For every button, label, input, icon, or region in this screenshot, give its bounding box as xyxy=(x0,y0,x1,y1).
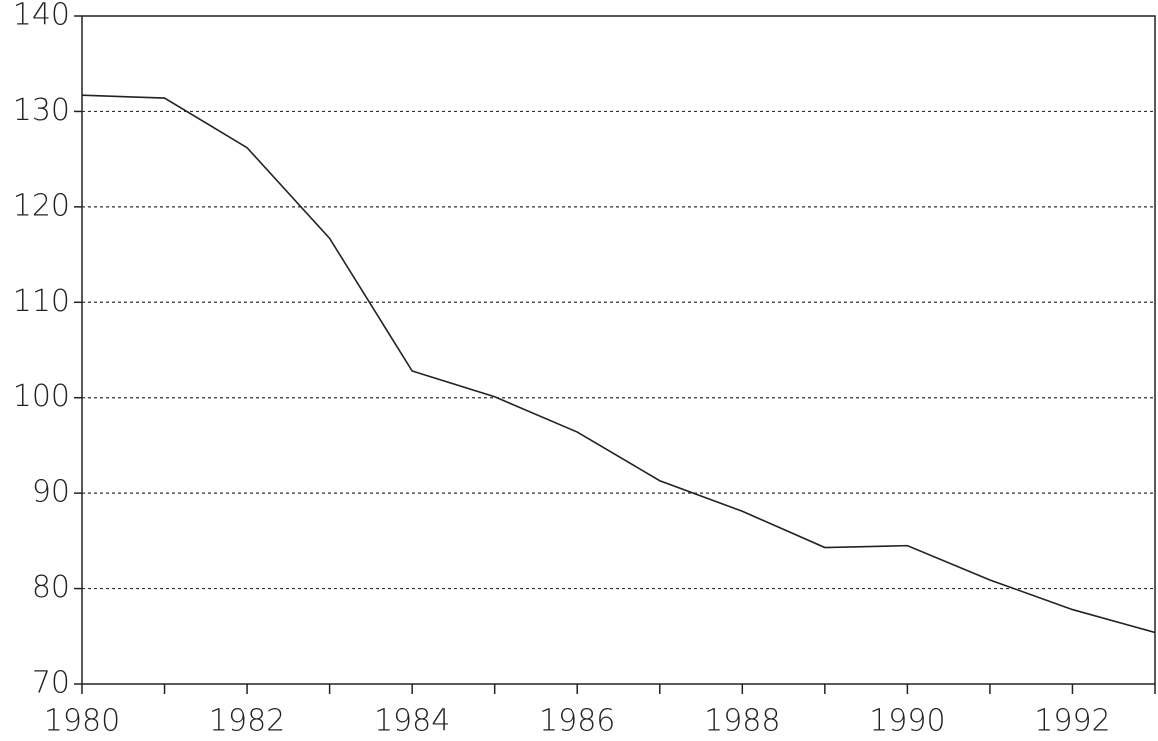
y-tick-label: 140 xyxy=(13,0,70,33)
plot-frame xyxy=(81,15,1156,685)
x-tick-label: 1986 xyxy=(539,704,615,739)
x-tick-label: 1988 xyxy=(704,704,780,739)
x-tick-label: 1980 xyxy=(44,704,120,739)
x-tick-label: 1982 xyxy=(209,704,285,739)
x-tick-label: 1992 xyxy=(1034,704,1110,739)
data-line xyxy=(81,94,1156,634)
y-tick-label: 110 xyxy=(13,284,70,319)
y-tick-label: 100 xyxy=(13,379,70,414)
x-tick-label: 1990 xyxy=(869,704,945,739)
y-tick-label: 120 xyxy=(13,188,70,223)
x-tick-label: 1984 xyxy=(374,704,450,739)
y-tick-label: 90 xyxy=(32,475,70,510)
y-tick-label: 130 xyxy=(13,93,70,128)
y-tick-label: 70 xyxy=(32,666,70,701)
y-tick-label: 80 xyxy=(32,570,70,605)
